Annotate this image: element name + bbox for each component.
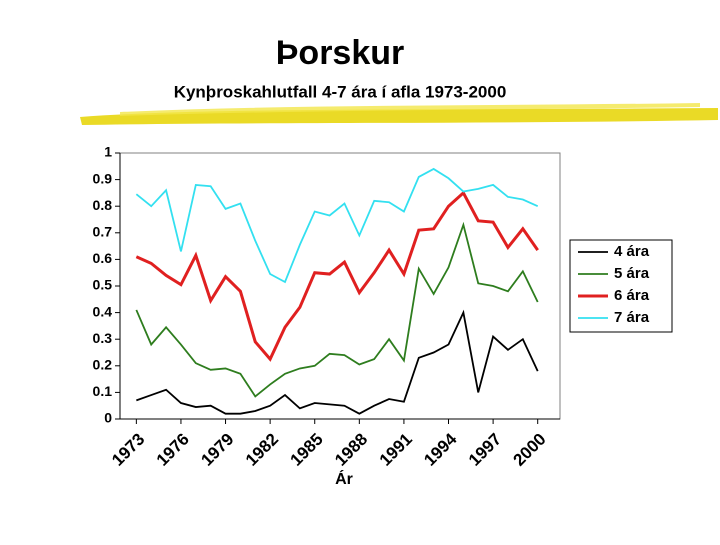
y-tick-label: 1 [104, 144, 112, 160]
brush-stroke [120, 103, 700, 116]
y-tick-label: 0.9 [93, 170, 113, 186]
x-tick-label: 1979 [197, 430, 237, 470]
y-tick-label: 0.1 [93, 383, 113, 399]
x-axis-label: Ár [335, 469, 353, 488]
x-tick-label: 1988 [331, 430, 371, 470]
y-tick-label: 0.8 [93, 197, 113, 213]
legend-label: 6 ára [614, 287, 650, 304]
x-tick-label: 2000 [510, 430, 550, 470]
legend-label: 5 ára [614, 265, 650, 282]
x-tick-label: 1982 [242, 430, 282, 470]
x-tick-label: 1994 [420, 429, 461, 470]
legend-label: 7 ára [614, 309, 650, 326]
x-tick-label: 1985 [287, 430, 327, 470]
x-tick-label: 1991 [376, 430, 416, 470]
chart-title: Þorskur [276, 34, 405, 72]
line-series [135, 190, 539, 362]
legend [569, 239, 673, 333]
y-tick-label: 0.4 [93, 303, 113, 319]
x-tick-label: 1973 [108, 430, 148, 470]
line-series [135, 167, 539, 284]
y-tick-label: 0.5 [93, 277, 113, 293]
y-tick-label: 0.6 [93, 250, 113, 266]
y-tick-label: 0.2 [93, 357, 113, 373]
y-tick-label: 0 [104, 410, 112, 426]
line-series [136, 309, 539, 415]
legend-label: 4 ára [614, 243, 650, 260]
x-tick-label: 1976 [153, 430, 193, 470]
y-tick-label: 0.3 [93, 330, 113, 346]
y-tick-label: 0.7 [93, 224, 113, 240]
chart-subtitle: Kynþroskahlutfall 4-7 ára í afla 1973-20… [174, 82, 507, 101]
x-tick-label: 1997 [465, 430, 505, 470]
line-series [135, 221, 539, 398]
